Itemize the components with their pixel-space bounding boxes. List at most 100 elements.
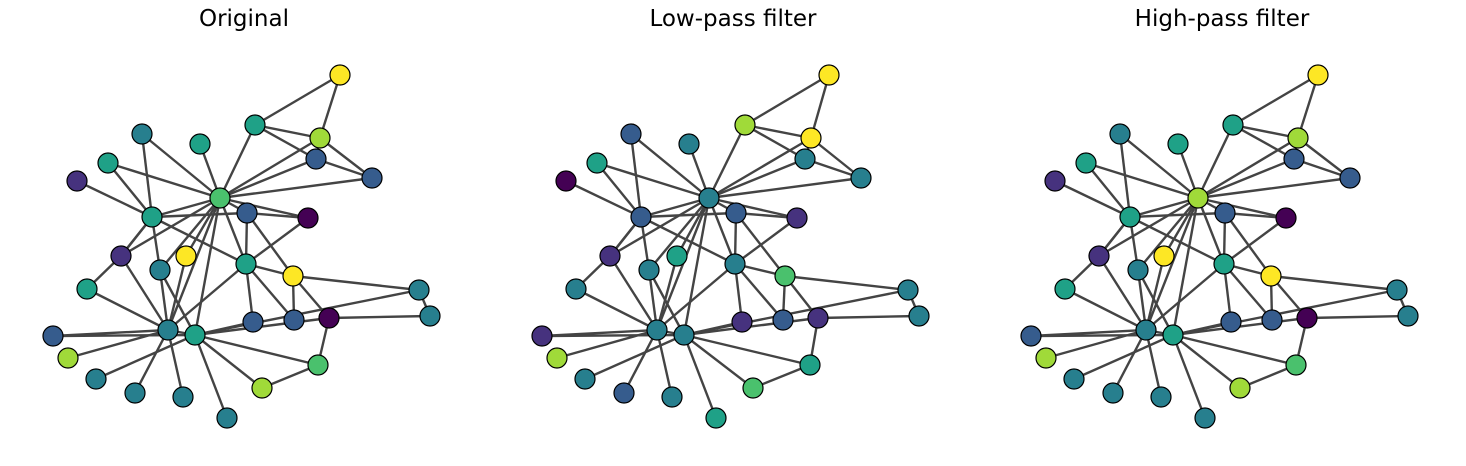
high-pass-node [1054,278,1076,300]
low-pass-edge [809,74,831,139]
high-pass-node [1397,305,1419,327]
high-pass-edge [1129,211,1226,219]
high-pass-node [1119,206,1141,228]
low-pass-node [725,202,747,224]
low-pass-edge [629,133,643,218]
low-pass-node [638,259,660,281]
low-pass-edge [556,328,658,360]
original-node [297,207,319,229]
original-edge [292,274,420,292]
original-node [76,278,98,300]
low-pass-edge [655,329,674,398]
original-node [189,133,211,155]
original-edge [107,162,153,218]
high-pass-edge [1064,287,1147,332]
high-pass-node [1194,407,1216,429]
high-pass-node [1222,114,1244,136]
high-pass-node [1296,307,1318,329]
high-pass-edge [1197,136,1299,200]
original-node [175,245,197,267]
low-pass-node [774,265,796,287]
low-pass-edge [734,217,798,265]
low-pass-node [794,148,816,170]
original-edge [107,161,221,200]
original-edge [193,334,229,419]
high-pass-node [1214,202,1236,224]
high-pass-edge [1129,196,1199,219]
low-pass-edge [708,176,862,200]
original-edge [219,176,373,200]
high-pass-edge [1085,161,1199,200]
high-pass-edge [1197,176,1351,200]
high-pass-node [1187,187,1209,209]
high-pass-node [1044,170,1066,192]
original-edge [167,263,247,331]
low-pass-node [599,245,621,267]
original-edge [193,197,222,336]
low-pass-edge [708,196,798,220]
high-pass-node [1283,148,1305,170]
original-node [124,382,146,404]
high-pass-node [1213,253,1235,275]
high-pass-edge [1073,333,1174,381]
high-pass-edge [1137,197,1199,271]
high-pass-edge [1171,334,1207,419]
low-pass-node [630,206,652,228]
high-pass-node [1020,325,1042,347]
high-pass-edge [1297,137,1351,179]
original-edge [319,137,373,179]
panel-title: Low-pass filter [649,6,817,32]
low-pass-node [807,307,829,329]
low-pass-node [731,311,753,333]
high-pass-node [1275,207,1297,229]
original-edge [140,133,154,218]
high-pass-edge [1119,133,1199,199]
original-edge [166,255,188,331]
high-pass-edge [1232,123,1299,140]
low-pass-node [586,152,608,174]
low-pass-edge [810,137,862,179]
original-edge [219,136,321,200]
original-node [149,259,171,281]
low-pass-node [786,207,808,229]
graph-low-pass [531,64,930,429]
high-pass-edge [1196,124,1235,199]
original-node [318,307,340,329]
original-edge [133,329,170,394]
original-edge [194,334,263,389]
low-pass-node [800,127,822,149]
high-pass-edge [1085,162,1131,218]
high-pass-edge [1232,123,1295,161]
low-pass-node [646,319,668,341]
low-pass-node [705,407,727,429]
original-node [216,407,238,429]
high-pass-edge [1097,255,1148,331]
high-pass-edge [1136,269,1175,336]
original-edge [245,217,309,265]
high-pass-node [1307,64,1329,86]
low-pass-edge [608,255,659,331]
high-pass-edge [1144,255,1166,331]
original-node [282,265,304,287]
high-pass-edge [1144,329,1163,398]
low-pass-node [546,347,568,369]
low-pass-node [661,386,683,408]
original-node [251,377,273,399]
low-pass-node [565,278,587,300]
original-node [42,325,64,347]
low-pass-node [613,382,635,404]
original-edge [328,314,431,320]
high-pass-node [1127,259,1149,281]
high-pass-node [1260,265,1282,287]
original-edge [218,197,248,265]
low-pass-edge [640,215,736,266]
low-pass-node [799,354,821,376]
low-pass-edge [675,197,711,257]
original-node [309,127,331,149]
low-pass-edge [708,157,806,200]
low-pass-edge [655,255,679,331]
original-node [408,279,430,301]
original-node [209,187,231,209]
panel-title: High-pass filter [1134,6,1310,32]
low-pass-node [555,170,577,192]
